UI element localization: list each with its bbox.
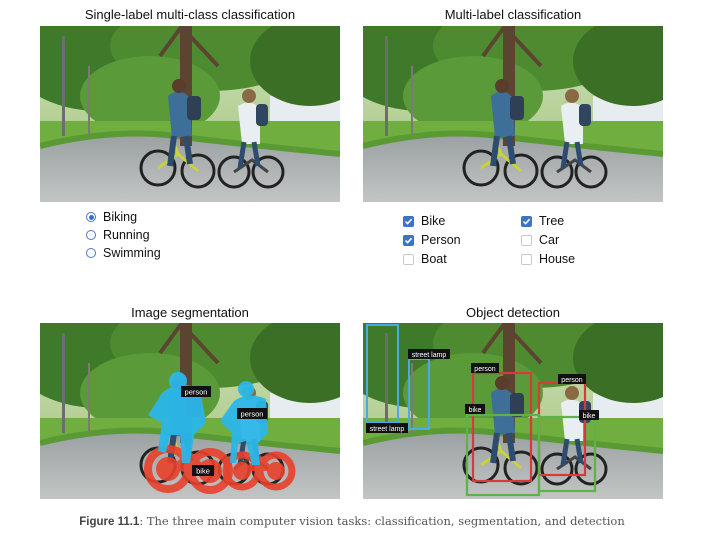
radio-label: Running [103, 228, 150, 242]
checkbox-checked-icon [403, 234, 414, 246]
segment-label-bg [237, 408, 267, 419]
checkbox-option-boat[interactable]: Boat [403, 252, 447, 266]
photo-detection: street lamp street lamp person person bi… [363, 323, 663, 499]
radio-label: Biking [103, 210, 138, 224]
radio-empty-icon [86, 248, 96, 258]
detection-label-bg [471, 363, 499, 373]
detection-label-bg [465, 404, 485, 414]
segment-label-person-1: person [185, 388, 208, 397]
checkbox-checked-icon [403, 215, 414, 227]
radio-option-biking[interactable]: Biking [86, 210, 137, 224]
checkbox-label: Bike [421, 214, 446, 228]
detection-label-bg [579, 410, 599, 420]
radio-label: Swimming [103, 246, 161, 260]
detection-label-person-1: person [474, 366, 496, 373]
checkbox-option-bike[interactable]: Bike [403, 214, 445, 228]
checkbox-label: Car [539, 233, 560, 247]
checkbox-label: Tree [539, 214, 565, 228]
figure-number: Figure 11.1 [79, 516, 140, 528]
segment-person-1 [148, 372, 206, 463]
checkbox-checked-icon [521, 215, 532, 227]
title-single-label: Single-label multi-class classification [84, 7, 296, 22]
photo-multi-label [363, 26, 663, 202]
segment-label-person-2: person [241, 410, 264, 419]
detection-label-street-lamp-1: street lamp [370, 426, 405, 433]
radio-empty-icon [86, 230, 96, 240]
radio-option-running[interactable]: Running [86, 228, 150, 242]
photo-single-label [40, 26, 340, 202]
checkbox-label: Person [421, 233, 461, 247]
photo-segmentation: person person bike [40, 323, 340, 499]
radio-selected-icon [86, 212, 96, 222]
checkbox-label: House [539, 252, 576, 266]
segment-label-bg [181, 386, 211, 397]
checkbox-label: Boat [421, 252, 447, 266]
checkbox-empty-icon [521, 253, 532, 265]
detection-label-bg [408, 349, 450, 359]
title-segmentation: Image segmentation [131, 305, 249, 320]
checkbox-option-tree[interactable]: Tree [521, 214, 564, 228]
radio-option-swimming[interactable]: Swimming [86, 246, 161, 260]
checkbox-option-car[interactable]: Car [521, 233, 559, 247]
detection-label-street-lamp-2: street lamp [412, 352, 447, 359]
box-bike-2 [537, 415, 597, 493]
segment-label-bg [192, 465, 214, 476]
checkbox-option-house[interactable]: House [521, 252, 575, 266]
box-person-1 [471, 371, 533, 483]
detection-label-bg [558, 374, 586, 384]
detection-label-person-2: person [561, 377, 583, 384]
segment-label-bike: bike [196, 467, 210, 476]
detection-label-bg [366, 423, 408, 433]
figure-caption: Figure 11.1: The three main computer vis… [0, 514, 704, 528]
detection-label-bike-2: bike [583, 413, 596, 420]
checkbox-empty-icon [403, 253, 414, 265]
checkbox-empty-icon [521, 234, 532, 246]
title-multi-label: Multi-label classification [444, 7, 582, 22]
caption-text: : The three main computer vision tasks: … [139, 514, 625, 528]
checkbox-option-person[interactable]: Person [403, 233, 461, 247]
detection-label-bike-1: bike [469, 407, 482, 414]
title-detection: Object detection [466, 305, 560, 320]
